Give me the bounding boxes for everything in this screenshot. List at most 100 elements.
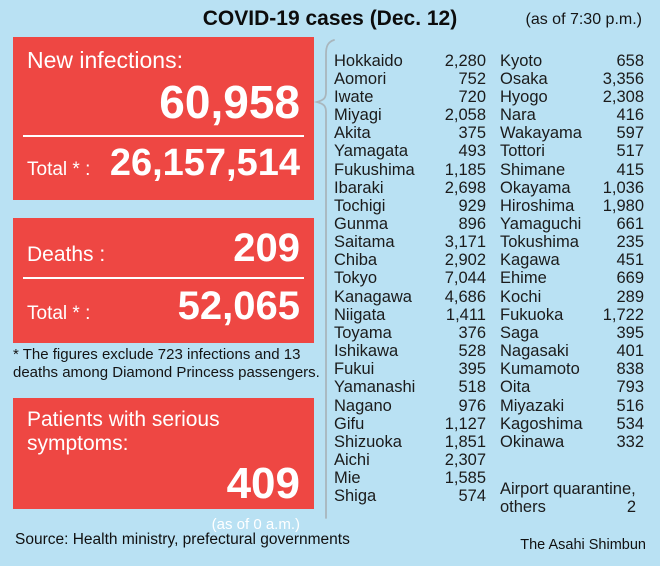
total-infections-row: Total * : 26,157,514 [27, 144, 300, 182]
prefecture-case-count: 518 [458, 378, 486, 397]
footnote-line2: deaths among Diamond Princess passengers… [13, 363, 320, 381]
divider [23, 277, 304, 279]
prefecture-case-count: 929 [458, 196, 486, 215]
prefecture-name: Nagasaki [500, 342, 569, 361]
source-attribution: Source: Health ministry, prefectural gov… [15, 531, 350, 548]
prefecture-case-count: 516 [616, 396, 644, 415]
prefecture-case-count: 528 [458, 342, 486, 361]
prefecture-row: Toyama 376 [334, 324, 486, 342]
spacer [500, 451, 644, 480]
prefecture-name: Yamanashi [334, 378, 416, 397]
prefecture-case-count: 4,686 [444, 287, 486, 306]
prefecture-case-count: 1,411 [445, 305, 486, 324]
prefecture-name: Shiga [334, 487, 377, 506]
prefecture-row: Oita 793 [500, 378, 644, 397]
prefecture-row: Nagasaki 401 [500, 342, 644, 361]
prefecture-row: Ishikawa 528 [334, 342, 486, 361]
prefecture-case-count: 1,722 [602, 305, 644, 324]
prefecture-name: Miyazaki [500, 396, 565, 415]
prefecture-row: Tokushima 235 [500, 233, 644, 252]
prefecture-name: Okinawa [500, 432, 565, 451]
new-infections-box: New infections: 60,958 Total * : 26,157,… [13, 37, 314, 200]
total-infections-value: 26,157,514 [109, 142, 300, 185]
prefecture-row: Nara 416 [500, 106, 644, 124]
prefecture-name: Kumamoto [500, 360, 580, 379]
prefecture-row: Kagoshima 534 [500, 415, 644, 433]
prefecture-case-count: 1,127 [444, 414, 486, 433]
serious-symptoms-box: Patients with serious symptoms: 409 (as … [13, 398, 314, 533]
prefecture-row: Shiga 574 [334, 487, 486, 506]
prefecture-name: Hokkaido [334, 51, 403, 70]
deaths-value: 209 [233, 226, 300, 270]
total-deaths-row: Total * : 52,065 [27, 286, 300, 326]
prefecture-column-2: Kyoto 658 Osaka 3,356 Hyogo 2,308 Nara 4… [500, 52, 644, 517]
airport-quarantine-label: others [500, 498, 546, 517]
prefecture-row: Saga 395 [500, 324, 644, 342]
total-infections-label: Total * : [27, 159, 91, 181]
prefecture-name: Kanagawa [334, 287, 412, 306]
prefecture-case-count: 534 [616, 414, 644, 433]
prefecture-row: Shimane 415 [500, 161, 644, 179]
prefecture-row: Niigata 1,411 [334, 306, 486, 324]
prefecture-row: Hiroshima 1,980 [500, 197, 644, 215]
prefecture-case-count: 597 [616, 124, 644, 143]
prefecture-row: Osaka 3,356 [500, 70, 644, 88]
prefecture-row: Gunma 896 [334, 215, 486, 233]
prefecture-row: Kumamoto 838 [500, 360, 644, 379]
diamond-princess-footnote: * The figures exclude 723 infections and… [13, 346, 321, 381]
prefecture-case-count: 1,980 [602, 196, 644, 215]
prefecture-name: Nagano [334, 396, 392, 415]
prefecture-row: Kanagawa 4,686 [334, 288, 486, 306]
prefecture-name: Niigata [334, 305, 386, 324]
prefecture-case-count: 3,171 [444, 233, 486, 252]
prefecture-case-count: 415 [616, 160, 644, 179]
prefecture-row: Aichi 2,307 [334, 451, 486, 469]
prefecture-name: Miyagi [334, 106, 382, 125]
prefecture-row: Nagano 976 [334, 397, 486, 415]
prefecture-row: Okayama 1,036 [500, 179, 644, 197]
prefecture-row: Yamaguchi 661 [500, 215, 644, 233]
brace-icon [313, 39, 335, 519]
prefecture-name: Fukushima [334, 160, 415, 179]
prefecture-row: Saitama 3,171 [334, 233, 486, 252]
airport-quarantine-row: others 2 [500, 498, 644, 517]
prefecture-row: Kagawa 451 [500, 251, 644, 270]
prefecture-name: Kagawa [500, 251, 560, 270]
prefecture-row: Fukushima 1,185 [334, 161, 486, 179]
airport-quarantine-line1: Airport quarantine, [500, 480, 636, 499]
prefecture-name: Tottori [500, 142, 545, 161]
prefecture-row: Gifu 1,127 [334, 415, 486, 433]
prefecture-case-count: 669 [616, 269, 644, 288]
total-deaths-value: 52,065 [177, 284, 300, 328]
new-infections-label: New infections: [27, 47, 183, 73]
as-of-time: (as of 7:30 p.m.) [525, 11, 643, 28]
prefecture-case-count: 574 [458, 487, 486, 506]
prefecture-case-count: 1,585 [444, 469, 486, 488]
prefecture-case-count: 289 [616, 287, 644, 306]
prefecture-row: Chiba 2,902 [334, 251, 486, 270]
prefecture-case-count: 2,902 [444, 251, 486, 270]
prefecture-row: Tokyo 7,044 [334, 269, 486, 288]
prefecture-case-count: 7,044 [444, 269, 486, 288]
prefecture-row: Yamagata 493 [334, 142, 486, 161]
prefecture-case-count: 976 [458, 396, 486, 415]
prefecture-name: Osaka [500, 69, 548, 88]
prefecture-name: Hyogo [500, 87, 548, 106]
prefecture-row: Hyogo 2,308 [500, 88, 644, 106]
prefecture-name: Kyoto [500, 51, 543, 70]
prefecture-case-count: 658 [616, 51, 644, 70]
prefecture-row: Shizuoka 1,851 [334, 433, 486, 451]
prefecture-case-count: 375 [458, 124, 486, 143]
prefecture-case-count: 896 [458, 214, 486, 233]
prefecture-case-count: 720 [458, 87, 486, 106]
prefecture-case-count: 517 [616, 142, 644, 161]
prefecture-row: Mie 1,585 [334, 469, 486, 488]
prefecture-row: Aomori 752 [334, 70, 486, 88]
prefecture-case-count: 401 [616, 342, 644, 361]
prefecture-name: Yamaguchi [500, 214, 582, 233]
prefecture-row: Wakayama 597 [500, 124, 644, 143]
prefecture-name: Saga [500, 323, 539, 342]
prefecture-name: Wakayama [500, 124, 582, 143]
prefecture-name: Oita [500, 378, 531, 397]
